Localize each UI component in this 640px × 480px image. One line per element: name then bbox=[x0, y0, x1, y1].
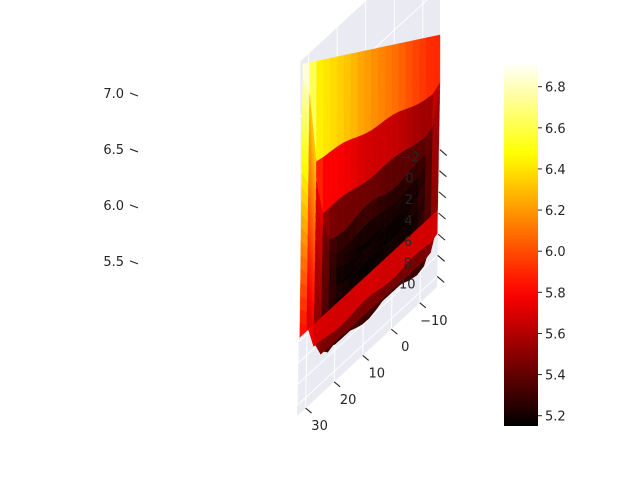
colorbar-gradient bbox=[504, 62, 538, 426]
surface-patch bbox=[336, 142, 345, 202]
x-tick-mark bbox=[436, 276, 445, 283]
surface-patch bbox=[391, 111, 399, 160]
surface-patch bbox=[391, 43, 400, 116]
surface-patch bbox=[412, 39, 420, 108]
surface-patch bbox=[384, 158, 392, 196]
colorbar-tick-label: 5.8 bbox=[545, 286, 566, 301]
surface-patch bbox=[322, 151, 331, 215]
z-tick-mark bbox=[129, 260, 139, 265]
surface-patch bbox=[343, 53, 352, 143]
colorbar-tick-label: 6.8 bbox=[545, 81, 566, 96]
surface-patch bbox=[405, 40, 413, 110]
gridline bbox=[296, 116, 301, 265]
x-tick-mark bbox=[437, 233, 446, 241]
colorbar-tick-label: 5.2 bbox=[545, 410, 566, 425]
y-tick-mark bbox=[390, 328, 398, 335]
x-tick-label: 10 bbox=[399, 277, 416, 292]
y-tick-mark bbox=[333, 381, 341, 388]
surface-patch bbox=[329, 200, 338, 241]
surface-patch bbox=[323, 57, 331, 158]
surface-patch bbox=[398, 41, 406, 113]
y-tick-label: 20 bbox=[340, 393, 357, 408]
surface-patch bbox=[357, 50, 365, 138]
surface-patch bbox=[418, 98, 427, 143]
axes-ticks: −2 0 2 4 6 8 10 −10 0 10 20 30 5.5 6.0 6.5 7.0 bbox=[103, 87, 447, 434]
gridline bbox=[296, 172, 301, 321]
colorbar-tick-label: 6.4 bbox=[545, 163, 566, 178]
z-tick-mark bbox=[129, 92, 139, 97]
x-tick-mark bbox=[438, 191, 447, 199]
gridline bbox=[296, 60, 301, 210]
surface-patch bbox=[419, 37, 427, 104]
surface-patch bbox=[350, 52, 358, 140]
x-tick-mark bbox=[437, 254, 446, 262]
gridline bbox=[299, 0, 367, 62]
y-tick-label: −10 bbox=[420, 314, 447, 329]
surface-patch bbox=[316, 59, 324, 162]
y-tick-label: 0 bbox=[401, 340, 409, 355]
surface-patch bbox=[336, 55, 345, 148]
surface-patch bbox=[384, 115, 393, 166]
z-tick-mark bbox=[129, 148, 139, 153]
colorbar-tick-label: 6.0 bbox=[545, 245, 566, 260]
surface-patch bbox=[328, 288, 337, 300]
surface-patch bbox=[364, 130, 372, 184]
colorbar-tick-label: 6.2 bbox=[545, 204, 566, 219]
surface-patch bbox=[377, 119, 386, 173]
x-tick-mark bbox=[438, 212, 446, 220]
z-tick-label: 5.5 bbox=[103, 255, 124, 270]
x-tick-label: 0 bbox=[405, 172, 413, 187]
x-tick-mark bbox=[439, 149, 448, 156]
colorbar-tick-label: 5.6 bbox=[545, 327, 566, 342]
gridline bbox=[296, 276, 438, 406]
surface-patch bbox=[364, 49, 372, 135]
surface-patch bbox=[336, 195, 344, 237]
colorbar-tick-label: 6.6 bbox=[545, 122, 566, 137]
surface-patch bbox=[377, 46, 386, 127]
surface-patch bbox=[371, 47, 379, 131]
y-tick-mark bbox=[362, 355, 370, 361]
surface-patch bbox=[343, 139, 351, 196]
z-tick-label: 7.0 bbox=[103, 87, 124, 102]
z-tick-label: 6.5 bbox=[103, 143, 124, 158]
surface-patch bbox=[329, 56, 338, 153]
surface-patch bbox=[370, 125, 379, 179]
x-tick-label: 4 bbox=[404, 214, 412, 229]
gridline bbox=[296, 228, 301, 377]
x-tick-label: 8 bbox=[404, 256, 412, 271]
y-tick-label: 30 bbox=[311, 419, 328, 434]
surface-patch bbox=[398, 109, 406, 155]
z-tick-mark bbox=[129, 204, 139, 209]
surface-patch bbox=[429, 210, 438, 244]
x-tick-label: 2 bbox=[405, 193, 413, 208]
y-tick-mark bbox=[419, 302, 427, 309]
surface-patch bbox=[425, 36, 434, 100]
surface-patch bbox=[384, 44, 393, 121]
surface-patch bbox=[412, 103, 420, 147]
surface-plot bbox=[299, 34, 441, 355]
x-tick-label: 6 bbox=[404, 235, 412, 250]
y-tick-mark bbox=[305, 407, 312, 414]
x-tick-mark bbox=[438, 170, 447, 178]
z-tick-label: 6.0 bbox=[103, 199, 124, 214]
surface-patch bbox=[405, 106, 413, 151]
colorbar-tick-label: 5.4 bbox=[545, 369, 566, 384]
surface-patch bbox=[350, 136, 358, 192]
y-tick-label: 10 bbox=[368, 366, 385, 381]
x-tick-label: −2 bbox=[400, 151, 419, 166]
surface-patch bbox=[299, 309, 308, 326]
surface-patch bbox=[357, 134, 365, 188]
colorbar: 5.2 5.4 5.6 5.8 6.0 6.2 6.4 6.6 6.8 bbox=[504, 62, 566, 426]
surface-patch bbox=[329, 146, 338, 208]
